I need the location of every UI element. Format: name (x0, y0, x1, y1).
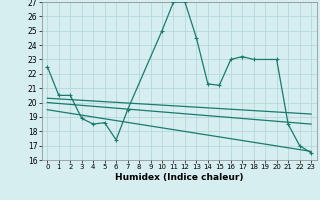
X-axis label: Humidex (Indice chaleur): Humidex (Indice chaleur) (115, 173, 244, 182)
